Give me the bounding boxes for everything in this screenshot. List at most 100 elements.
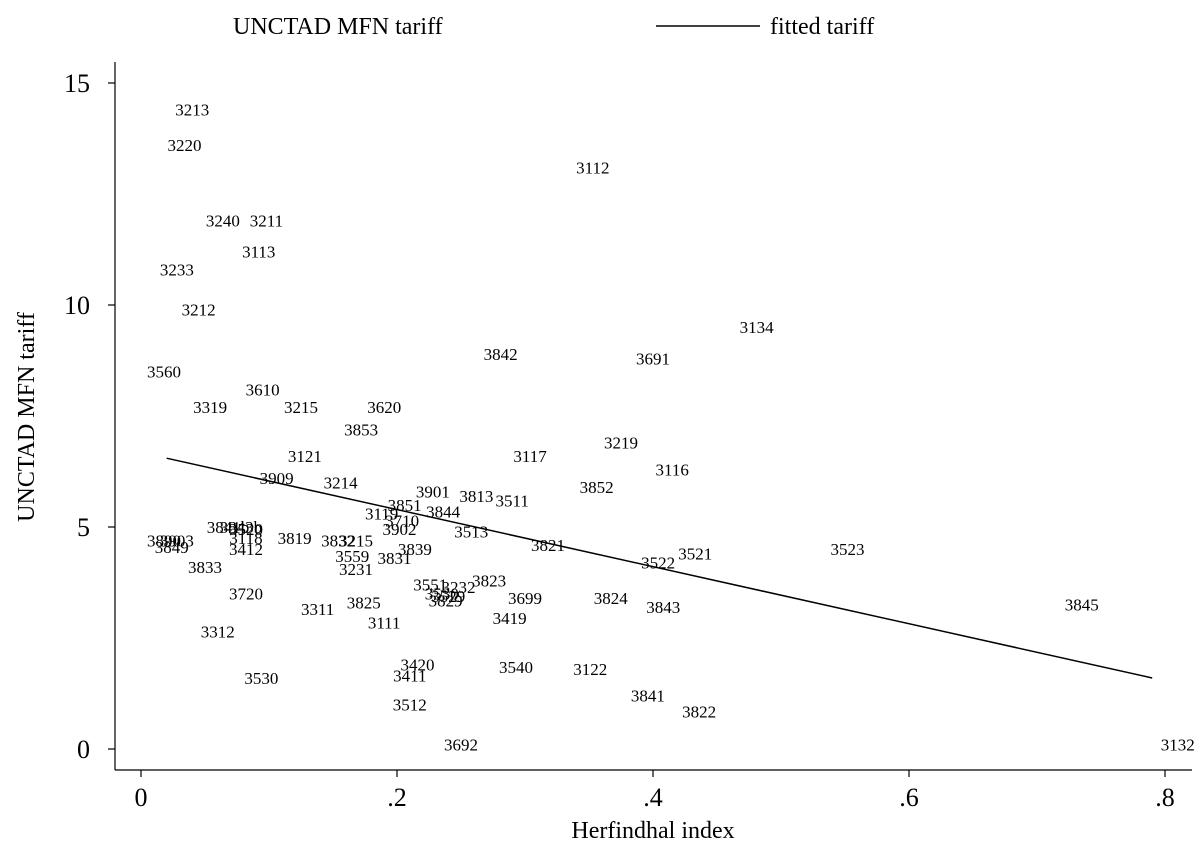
point-label: 3551	[413, 576, 447, 595]
point-label: 3411	[393, 667, 426, 686]
point-label: 3513	[454, 522, 488, 541]
legend: UNCTAD MFN tariff fitted tariff	[233, 14, 874, 40]
point-label: 3119	[365, 505, 398, 524]
point-label: 3220	[168, 136, 202, 155]
point-label: 3311	[301, 600, 334, 619]
point-label: 3692	[444, 736, 478, 755]
x-tick-label: .8	[1155, 783, 1175, 812]
point-label: 3720	[229, 585, 263, 604]
point-label: 3213	[175, 101, 209, 120]
point-label: 3118	[229, 529, 262, 548]
point-label: 3116	[656, 460, 689, 479]
point-label: 3212	[182, 300, 216, 319]
point-label: 3839	[398, 540, 432, 559]
point-label: 3219	[604, 434, 638, 453]
point-label: 3232	[441, 578, 475, 597]
point-label: 3691	[636, 349, 670, 368]
point-label: 3122	[573, 660, 607, 679]
point-label: 3903	[160, 531, 194, 550]
x-ticks: 0 .2 .4 .6 .8	[135, 770, 1175, 812]
legend-entry-fitted: fitted tariff	[770, 14, 874, 40]
point-label: 3853	[344, 420, 378, 439]
point-label: 3231	[339, 560, 373, 579]
point-label: 3215	[339, 531, 373, 550]
point-label: 3822	[682, 702, 716, 721]
x-tick-label: 0	[135, 783, 148, 812]
fitted-line-layer	[166, 457, 1153, 679]
y-tick-label: 5	[77, 513, 90, 542]
point-label: 3813	[459, 487, 493, 506]
point-label: 3823	[472, 571, 506, 590]
point-label: 3117	[513, 447, 547, 466]
point-label: 3819	[278, 529, 312, 548]
point-label: 3211	[250, 212, 283, 231]
x-axis-title: Herfindhal index	[571, 818, 734, 844]
point-label: 3841b	[207, 518, 250, 537]
point-label: 3831	[377, 549, 411, 568]
point-label: 3113	[242, 243, 275, 262]
point-label: 3111	[368, 613, 401, 632]
point-label: 3825	[347, 593, 381, 612]
point-label: 3530	[425, 585, 459, 604]
x-tick-label: .4	[643, 783, 663, 812]
y-axis-title: UNCTAD MFN tariff	[14, 312, 40, 522]
point-label: 3901	[416, 482, 450, 501]
point-label: 3710	[385, 511, 419, 530]
point-label: 3511	[496, 491, 529, 510]
point-label: 3843	[646, 598, 680, 617]
point-label: 3824	[594, 589, 629, 608]
point-label: 3132	[1161, 736, 1195, 755]
point-label: 3412	[229, 540, 263, 559]
point-label: 3610	[246, 380, 280, 399]
point-label: 3522	[641, 554, 675, 573]
point-label: 3844	[426, 502, 461, 521]
y-tick-label: 10	[64, 291, 90, 320]
point-label: 3112	[576, 158, 609, 177]
point-label: 3523	[831, 540, 865, 559]
point-label: 3215	[284, 398, 318, 417]
legend-entry-markers: UNCTAD MFN tariff	[233, 14, 443, 40]
point-label: 3833	[188, 558, 222, 577]
point-label: 3560	[147, 363, 181, 382]
point-label: 3699	[508, 589, 542, 608]
point-label: 3529	[431, 587, 465, 606]
point-label: 3134	[740, 318, 775, 337]
y-ticks: 0 5 10 15	[64, 69, 115, 764]
point-label: 3849	[155, 538, 189, 557]
point-label: 3319	[193, 398, 227, 417]
point-label: 3312	[201, 622, 235, 641]
point-label: 3851	[388, 496, 422, 515]
x-tick-label: .2	[387, 783, 407, 812]
point-label: 3909	[260, 469, 294, 488]
point-label: 3821	[531, 536, 565, 555]
point-label: 3843b	[220, 518, 263, 537]
point-label: 3233	[160, 260, 194, 279]
fitted-tariff-line	[166, 457, 1153, 679]
point-label: 3214	[324, 474, 359, 493]
y-tick-label: 15	[64, 69, 90, 98]
point-label: 3832	[321, 531, 355, 550]
point-label: 3240	[206, 212, 240, 231]
y-tick-label: 0	[77, 735, 90, 764]
point-label: 3620	[367, 398, 401, 417]
point-label: 3559	[335, 547, 369, 566]
point-label: 3845	[1065, 596, 1099, 615]
point-label: 3530	[244, 669, 278, 688]
x-tick-label: .6	[899, 783, 919, 812]
point-label: 3841	[631, 687, 665, 706]
point-label: 3829	[429, 591, 463, 610]
point-label: 3420	[400, 656, 434, 675]
point-label: 3842	[484, 345, 518, 364]
point-label: 3521	[678, 545, 712, 564]
point-label: 3852	[580, 478, 614, 497]
point-label: 3512	[393, 696, 427, 715]
axes: 0 5 10 15 0 .2 .4 .6 .8	[64, 62, 1192, 812]
point-label: 3890	[147, 531, 181, 550]
point-label: 3520	[229, 520, 263, 539]
point-label: 3121	[288, 447, 322, 466]
point-labels-layer: 3213 3220 3112 3240 3211 3113 3233 3212 3134 3842…	[147, 101, 1195, 755]
point-label: 3902	[383, 520, 417, 539]
point-label: 3540	[499, 658, 533, 677]
